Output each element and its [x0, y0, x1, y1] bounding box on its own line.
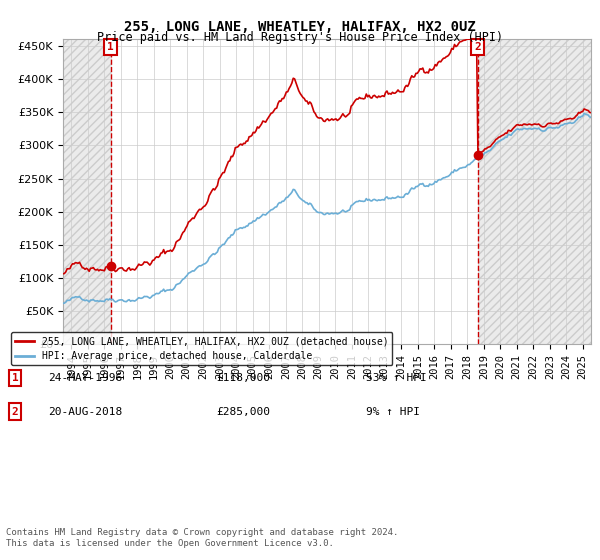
Text: £118,000: £118,000 — [216, 373, 270, 383]
Text: 20-AUG-2018: 20-AUG-2018 — [48, 407, 122, 417]
Text: 1: 1 — [11, 373, 19, 383]
Text: Price paid vs. HM Land Registry's House Price Index (HPI): Price paid vs. HM Land Registry's House … — [97, 31, 503, 44]
Bar — [63, 39, 110, 344]
Text: Contains HM Land Registry data © Crown copyright and database right 2024.
This d: Contains HM Land Registry data © Crown c… — [6, 528, 398, 548]
Text: 2: 2 — [474, 42, 481, 52]
Bar — [478, 39, 591, 344]
Legend: 255, LONG LANE, WHEATLEY, HALIFAX, HX2 0UZ (detached house), HPI: Average price,: 255, LONG LANE, WHEATLEY, HALIFAX, HX2 0… — [11, 333, 392, 365]
Text: 2: 2 — [11, 407, 19, 417]
Text: 1: 1 — [107, 42, 114, 52]
Bar — [63, 39, 110, 344]
Text: 9% ↑ HPI: 9% ↑ HPI — [366, 407, 420, 417]
Text: 24-MAY-1996: 24-MAY-1996 — [48, 373, 122, 383]
Text: £285,000: £285,000 — [216, 407, 270, 417]
Text: 255, LONG LANE, WHEATLEY, HALIFAX, HX2 0UZ: 255, LONG LANE, WHEATLEY, HALIFAX, HX2 0… — [124, 20, 476, 34]
Text: 53% ↑ HPI: 53% ↑ HPI — [366, 373, 427, 383]
Bar — [478, 39, 591, 344]
